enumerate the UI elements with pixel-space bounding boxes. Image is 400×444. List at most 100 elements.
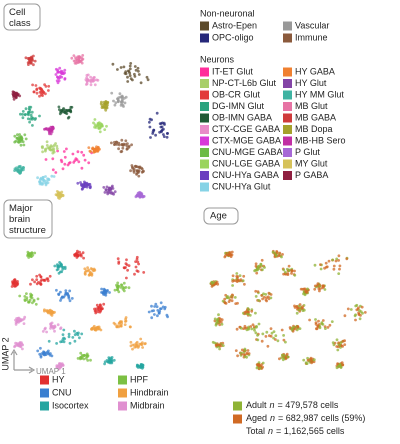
umap-point (21, 113, 24, 116)
umap-point (316, 324, 319, 328)
umap-point (162, 121, 166, 125)
legend-swatch (200, 159, 209, 169)
umap-point (355, 308, 359, 312)
umap-point (114, 140, 118, 144)
umap-point (20, 137, 24, 141)
umap-point (292, 325, 295, 329)
umap-point (256, 266, 260, 270)
umap-point (24, 56, 28, 60)
umap-point (76, 254, 80, 257)
legend-label: CTX-MGE GABA (212, 135, 281, 145)
umap-point (236, 275, 240, 278)
umap-point (58, 108, 61, 111)
umap-point (162, 133, 165, 136)
legend-label: CNU-LGE GABA (212, 158, 280, 168)
umap-point (38, 352, 42, 356)
umap-point (293, 273, 297, 277)
umap-point (23, 133, 27, 137)
umap-point (96, 308, 100, 311)
umap-point (298, 303, 302, 306)
umap-point (79, 356, 82, 359)
umap-point (92, 267, 96, 271)
legend-count: = 1,162,565 cells (276, 426, 345, 436)
umap-point (53, 264, 57, 268)
umap-point (100, 100, 103, 104)
legend-count: = 682,987 cells (59%) (278, 413, 365, 423)
umap-point (331, 341, 335, 344)
umap-point (25, 292, 28, 295)
umap-point (251, 323, 255, 327)
umap-point (255, 325, 258, 329)
umap-point (47, 128, 51, 131)
umap-point (103, 191, 107, 194)
umap-point (126, 80, 130, 83)
umap-point (131, 343, 135, 347)
umap-point (104, 188, 108, 192)
umap-point (79, 351, 83, 355)
umap-point (256, 290, 260, 293)
umap-point (112, 321, 116, 325)
umap-point (141, 346, 145, 349)
umap-point (155, 111, 159, 115)
umap-point (61, 194, 65, 198)
umap-point (39, 178, 42, 181)
umap-point (44, 175, 47, 178)
umap-point (44, 326, 47, 330)
umap-point (34, 84, 38, 87)
legend-label: P GABA (295, 170, 328, 180)
umap-point (53, 329, 56, 333)
umap-point (230, 296, 234, 299)
umap-point (304, 290, 308, 294)
umap-point (318, 289, 321, 293)
umap-point (63, 155, 67, 159)
umap-point (290, 327, 294, 331)
umap-point (30, 293, 34, 297)
legend-swatch (283, 67, 292, 77)
legend-label: IT-ET Glut (212, 66, 253, 76)
umap-point (96, 78, 100, 82)
umap-point (50, 354, 54, 358)
legend-swatch (200, 136, 209, 146)
legend-label: P Glut (295, 147, 320, 157)
umap-point (27, 252, 30, 256)
umap-point (17, 343, 21, 346)
umap-point (336, 348, 340, 352)
umap-point (96, 310, 100, 314)
umap-point (254, 262, 258, 266)
umap-point (31, 301, 34, 305)
umap-point (90, 327, 94, 331)
umap-point (323, 288, 327, 291)
umap-point (281, 358, 285, 362)
umap-point (58, 261, 61, 264)
umap-point (13, 284, 17, 288)
umap-point (236, 354, 240, 358)
umap-point (74, 56, 77, 60)
umap-point (32, 298, 36, 302)
umap-point (98, 130, 102, 134)
legend-swatch (200, 113, 209, 123)
umap-point (262, 292, 265, 296)
umap-point (120, 283, 124, 287)
umap-point (89, 358, 92, 362)
umap-point (89, 83, 93, 87)
umap-point (260, 294, 264, 297)
umap-point (83, 158, 87, 162)
umap-point (81, 54, 85, 57)
umap-point (242, 353, 246, 356)
umap-point (155, 305, 159, 309)
umap-point (322, 284, 326, 288)
umap-point (62, 150, 66, 153)
umap-point (314, 318, 317, 321)
umap-point (102, 103, 106, 106)
umap-point (10, 285, 14, 288)
umap-point (56, 364, 60, 368)
umap-point (130, 143, 134, 147)
umap-point (156, 309, 160, 312)
umap-point (58, 66, 62, 70)
umap-point (276, 339, 280, 343)
umap-point (354, 318, 357, 322)
umap-point (335, 257, 339, 261)
umap-point (139, 337, 143, 341)
umap-point (123, 96, 126, 100)
umap-point (44, 158, 48, 161)
